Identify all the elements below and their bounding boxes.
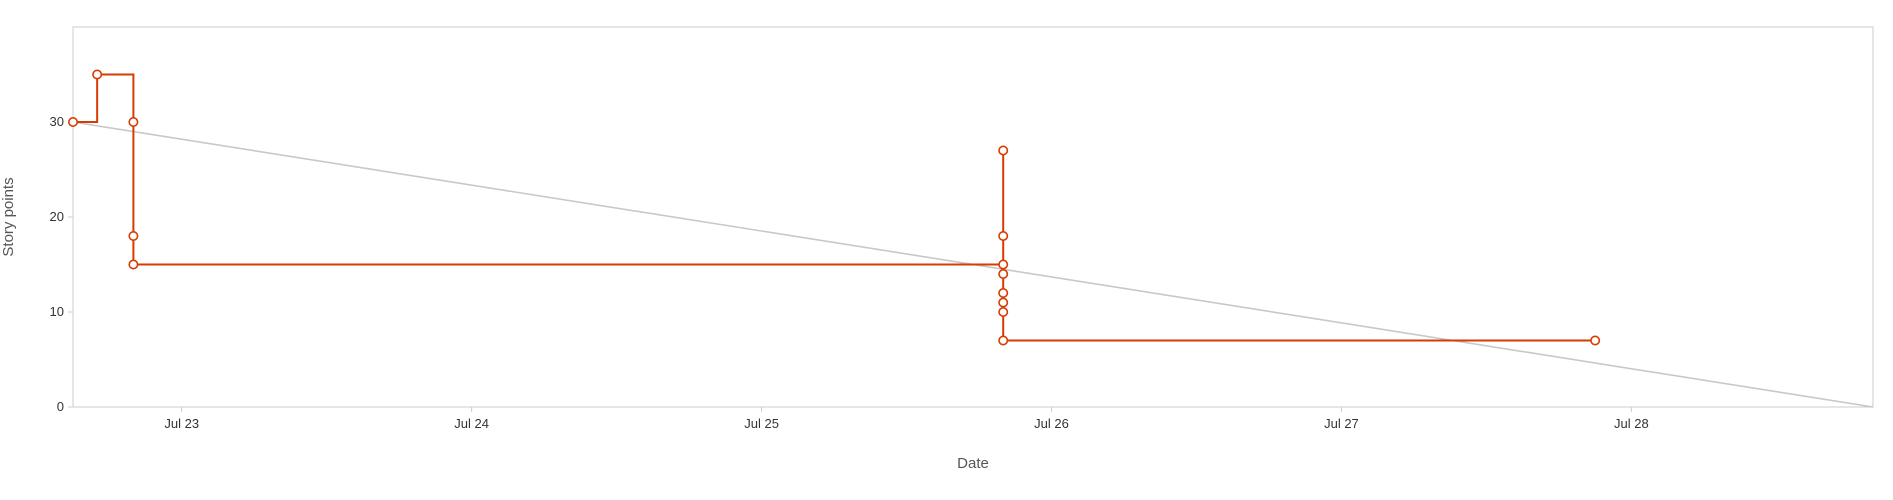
remaining-work-line — [73, 73, 1596, 342]
remaining-work-point — [998, 287, 1009, 298]
x-tick-label: Jul 23 — [164, 416, 199, 431]
remaining-work-point — [998, 145, 1009, 156]
series-layer — [68, 69, 1874, 408]
remaining-work-point — [128, 117, 139, 128]
y-axis-title: Story points — [0, 177, 17, 256]
x-tick-label: Jul 26 — [1034, 416, 1069, 431]
y-tick-label: 0 — [57, 399, 64, 414]
remaining-work-point — [998, 306, 1009, 317]
remaining-work-point — [998, 297, 1009, 308]
x-axis-title: Date — [957, 455, 989, 472]
remaining-work-point — [68, 117, 79, 128]
remaining-work-point — [1590, 335, 1601, 346]
x-tick-label: Jul 27 — [1324, 416, 1359, 431]
x-axis-ticks: Jul 23 Jul 24 Jul 25 Jul 26 Jul 27 Jul 28 — [164, 407, 1649, 431]
plot-area-frame — [72, 26, 1874, 408]
remaining-work-point — [998, 268, 1009, 279]
y-axis-ticks: 0 10 20 30 — [50, 114, 73, 414]
remaining-work-point — [128, 231, 139, 242]
y-tick-label: 30 — [50, 114, 64, 129]
remaining-work-point — [92, 69, 103, 80]
remaining-work-point — [998, 231, 1009, 242]
x-tick-label: Jul 24 — [454, 416, 489, 431]
remaining-work-point — [128, 259, 139, 270]
y-tick-label: 10 — [50, 304, 64, 319]
x-tick-label: Jul 28 — [1614, 416, 1649, 431]
y-tick-label: 20 — [50, 209, 64, 224]
remaining-work-point — [998, 335, 1009, 346]
remaining-work-point — [998, 259, 1009, 270]
x-tick-label: Jul 25 — [744, 416, 779, 431]
